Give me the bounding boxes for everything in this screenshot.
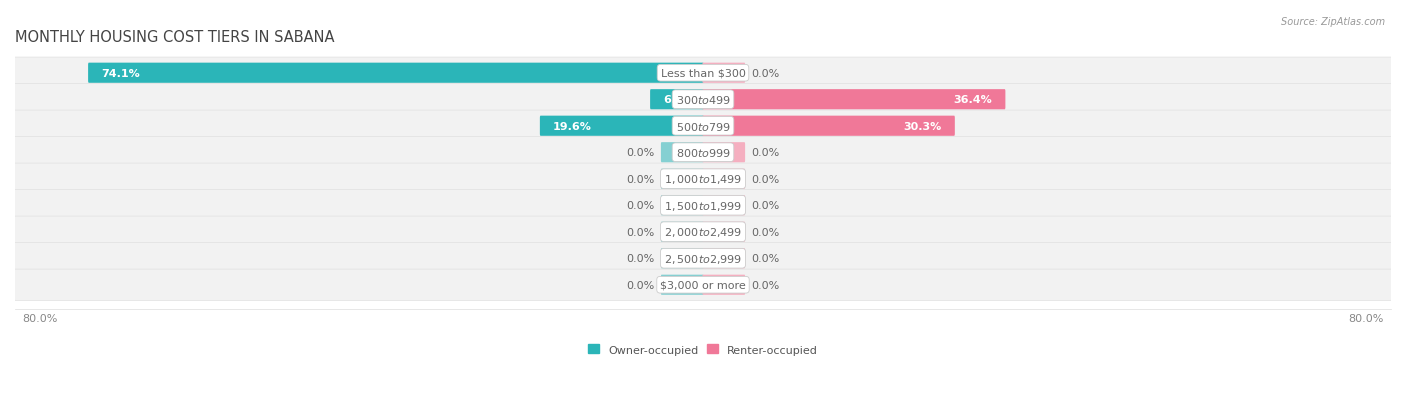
FancyBboxPatch shape	[89, 64, 703, 83]
Text: $1,500 to $1,999: $1,500 to $1,999	[664, 199, 742, 212]
Text: 0.0%: 0.0%	[751, 174, 779, 184]
FancyBboxPatch shape	[661, 169, 703, 189]
FancyBboxPatch shape	[14, 84, 1392, 116]
FancyBboxPatch shape	[661, 143, 703, 163]
Text: MONTHLY HOUSING COST TIERS IN SABANA: MONTHLY HOUSING COST TIERS IN SABANA	[15, 30, 335, 45]
Text: 0.0%: 0.0%	[751, 201, 779, 211]
Text: 0.0%: 0.0%	[627, 280, 655, 290]
Text: $3,000 or more: $3,000 or more	[661, 280, 745, 290]
FancyBboxPatch shape	[661, 275, 703, 295]
Text: 0.0%: 0.0%	[751, 227, 779, 237]
FancyBboxPatch shape	[540, 116, 703, 136]
Text: 30.3%: 30.3%	[904, 121, 942, 131]
FancyBboxPatch shape	[703, 116, 955, 136]
Text: $1,000 to $1,499: $1,000 to $1,499	[664, 173, 742, 186]
Text: 0.0%: 0.0%	[627, 174, 655, 184]
Text: 0.0%: 0.0%	[627, 148, 655, 158]
FancyBboxPatch shape	[14, 111, 1392, 142]
FancyBboxPatch shape	[703, 275, 745, 295]
FancyBboxPatch shape	[14, 137, 1392, 169]
Text: 74.1%: 74.1%	[101, 69, 141, 78]
FancyBboxPatch shape	[661, 222, 703, 242]
Text: 19.6%: 19.6%	[553, 121, 592, 131]
Text: 36.4%: 36.4%	[953, 95, 993, 105]
Text: $800 to $999: $800 to $999	[675, 147, 731, 159]
FancyBboxPatch shape	[703, 249, 745, 268]
FancyBboxPatch shape	[650, 90, 703, 110]
Legend: Owner-occupied, Renter-occupied: Owner-occupied, Renter-occupied	[583, 340, 823, 359]
Text: $300 to $499: $300 to $499	[675, 94, 731, 106]
Text: 0.0%: 0.0%	[627, 254, 655, 263]
Text: $2,000 to $2,499: $2,000 to $2,499	[664, 225, 742, 239]
Text: $2,500 to $2,999: $2,500 to $2,999	[664, 252, 742, 265]
FancyBboxPatch shape	[661, 249, 703, 268]
FancyBboxPatch shape	[14, 243, 1392, 274]
Text: 0.0%: 0.0%	[627, 201, 655, 211]
Text: Source: ZipAtlas.com: Source: ZipAtlas.com	[1281, 17, 1385, 26]
FancyBboxPatch shape	[14, 190, 1392, 221]
FancyBboxPatch shape	[703, 222, 745, 242]
FancyBboxPatch shape	[703, 64, 745, 83]
FancyBboxPatch shape	[703, 143, 745, 163]
Text: 6.3%: 6.3%	[664, 95, 695, 105]
FancyBboxPatch shape	[703, 196, 745, 216]
FancyBboxPatch shape	[14, 216, 1392, 248]
FancyBboxPatch shape	[703, 90, 1005, 110]
Text: Less than $300: Less than $300	[661, 69, 745, 78]
Text: 0.0%: 0.0%	[751, 254, 779, 263]
Text: 0.0%: 0.0%	[751, 148, 779, 158]
FancyBboxPatch shape	[14, 164, 1392, 195]
FancyBboxPatch shape	[703, 169, 745, 189]
FancyBboxPatch shape	[661, 196, 703, 216]
Text: 0.0%: 0.0%	[751, 69, 779, 78]
Text: $500 to $799: $500 to $799	[675, 121, 731, 133]
Text: 0.0%: 0.0%	[751, 280, 779, 290]
FancyBboxPatch shape	[14, 269, 1392, 301]
FancyBboxPatch shape	[14, 58, 1392, 89]
Text: 0.0%: 0.0%	[627, 227, 655, 237]
